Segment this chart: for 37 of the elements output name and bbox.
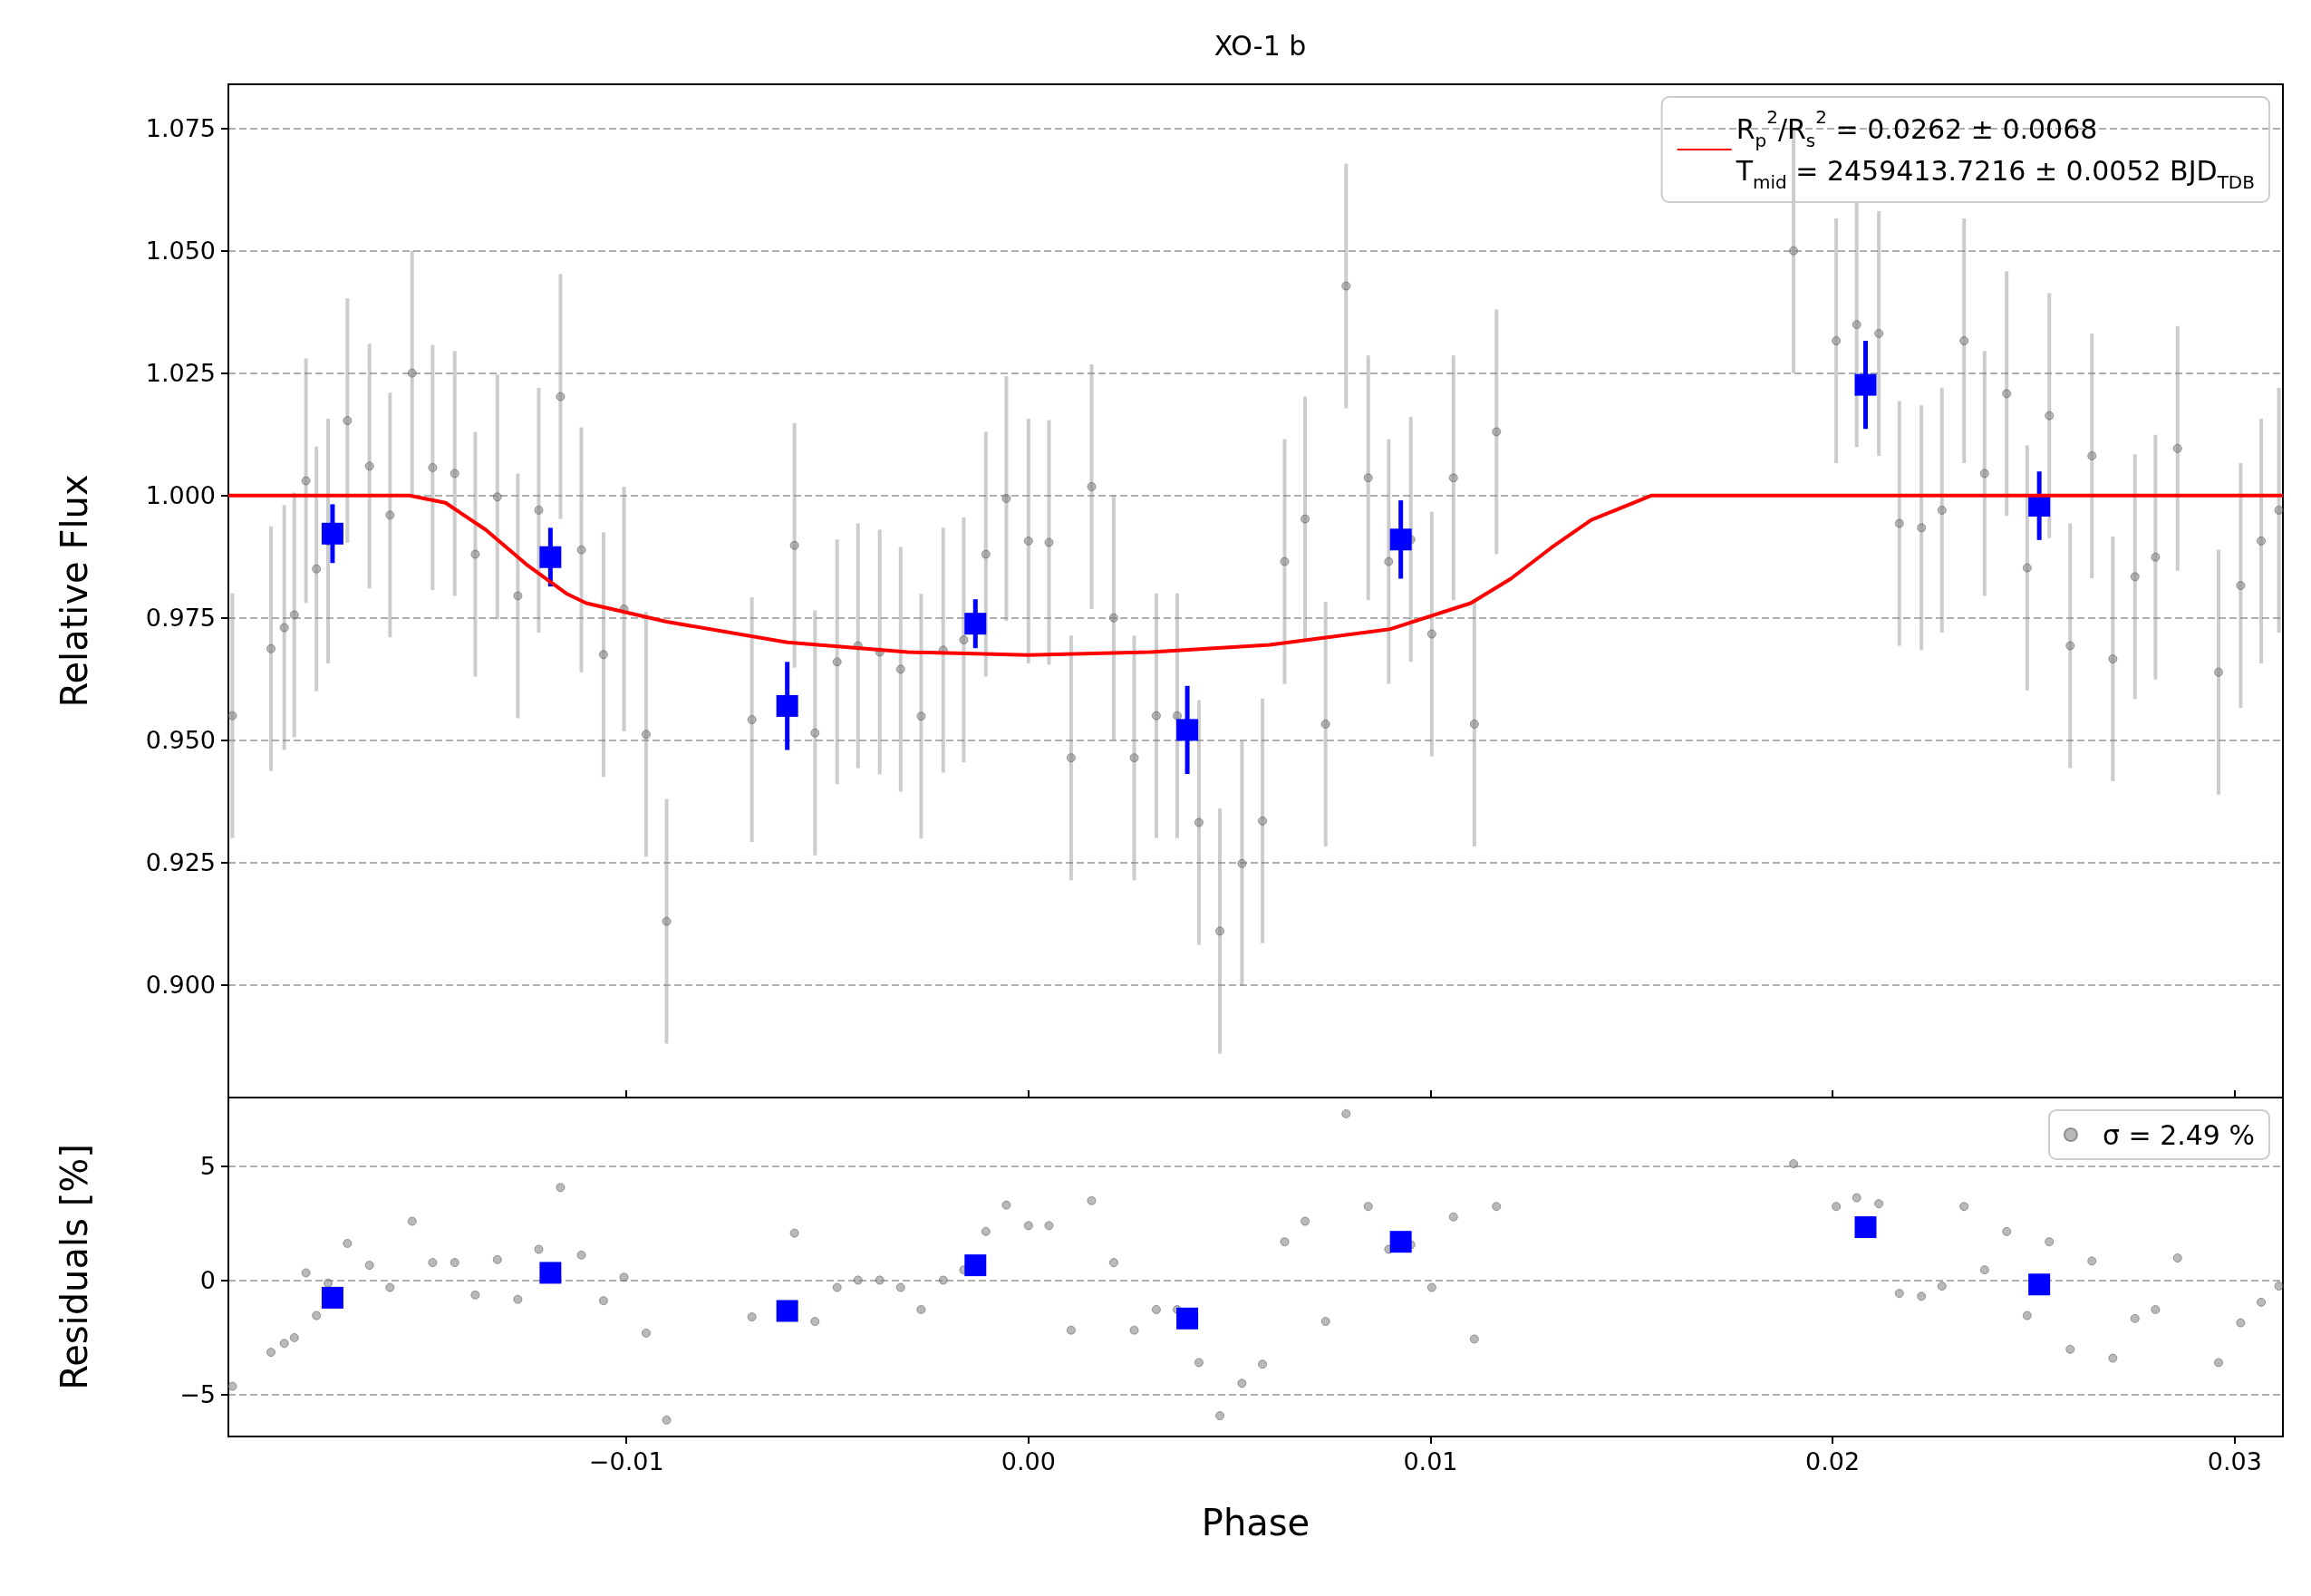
chart-title: XO-1 b [1214, 29, 1307, 62]
y-tick-label: 1.050 [145, 237, 216, 266]
y-axis-title: Residuals [%] [53, 1144, 95, 1390]
y-tick-label: 0.950 [145, 726, 216, 755]
point [539, 546, 562, 568]
point [776, 694, 798, 717]
legend-label: σ = 2.49 % [2102, 1118, 2255, 1151]
point [1389, 528, 1412, 551]
point [1389, 1231, 1412, 1253]
y-tick-label: 0.975 [145, 604, 216, 633]
y-tick-label: 0 [199, 1265, 216, 1294]
point [1854, 1216, 1877, 1239]
y-tick-label: 1.075 [145, 114, 216, 143]
x-axis-title: Phase [1201, 1502, 1310, 1543]
y-tick-label: −5 [179, 1379, 216, 1408]
point [1176, 1307, 1199, 1330]
y-tick-label: 5 [199, 1152, 216, 1181]
x-tick-label: −0.01 [588, 1447, 664, 1475]
y-axis-title: Relative Flux [53, 474, 95, 708]
x-tick-label: 0.00 [1001, 1447, 1056, 1475]
y-tick-label: 1.000 [145, 481, 216, 510]
y-tick-label: 1.025 [145, 359, 216, 388]
line-series [227, 493, 2285, 657]
point [321, 522, 343, 545]
x-tick-label: 0.01 [1403, 1447, 1458, 1475]
x-tick-label: 0.03 [2207, 1447, 2262, 1475]
point [1854, 373, 1877, 396]
point [964, 1254, 987, 1277]
y-tick-label: 0.925 [145, 848, 216, 877]
point [539, 1262, 562, 1284]
point [776, 1300, 798, 1322]
y-tick-label: 0.900 [145, 971, 216, 1000]
point [964, 613, 987, 635]
point [321, 1286, 343, 1309]
x-tick-label: 0.02 [1805, 1447, 1861, 1475]
point [1176, 719, 1199, 741]
point [2028, 1273, 2051, 1296]
